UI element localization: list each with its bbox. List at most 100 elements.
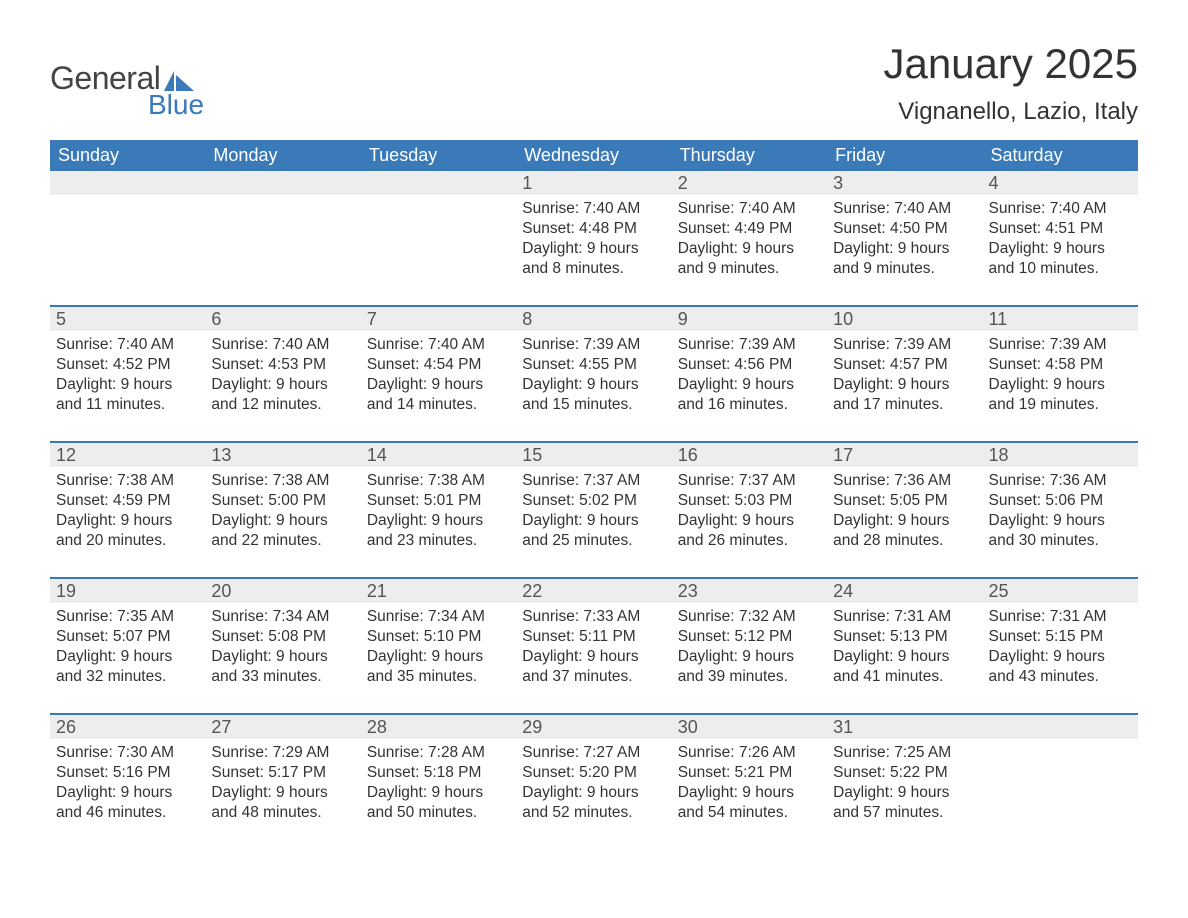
sunset-text: Sunset: 5:17 PM <box>211 763 354 783</box>
day-number <box>361 171 516 195</box>
day-content: Sunrise: 7:29 AMSunset: 5:17 PMDaylight:… <box>205 739 360 828</box>
day-number: 21 <box>361 579 516 603</box>
day-content: Sunrise: 7:39 AMSunset: 4:56 PMDaylight:… <box>672 331 827 420</box>
day-number: 17 <box>827 443 982 467</box>
daylight-text: Daylight: 9 hours and 41 minutes. <box>833 647 976 687</box>
day-content: Sunrise: 7:30 AMSunset: 5:16 PMDaylight:… <box>50 739 205 828</box>
calendar-day-cell: 11Sunrise: 7:39 AMSunset: 4:58 PMDayligh… <box>983 307 1138 437</box>
daylight-text: Daylight: 9 hours and 19 minutes. <box>989 375 1132 415</box>
day-content: Sunrise: 7:39 AMSunset: 4:55 PMDaylight:… <box>516 331 671 420</box>
day-content: Sunrise: 7:26 AMSunset: 5:21 PMDaylight:… <box>672 739 827 828</box>
day-number: 31 <box>827 715 982 739</box>
sunset-text: Sunset: 4:56 PM <box>678 355 821 375</box>
calendar-day-cell: 31Sunrise: 7:25 AMSunset: 5:22 PMDayligh… <box>827 715 982 845</box>
sunrise-text: Sunrise: 7:37 AM <box>678 471 821 491</box>
calendar-week-row: 19Sunrise: 7:35 AMSunset: 5:07 PMDayligh… <box>50 577 1138 709</box>
calendar-week-row: 12Sunrise: 7:38 AMSunset: 4:59 PMDayligh… <box>50 441 1138 573</box>
calendar-day-cell: 16Sunrise: 7:37 AMSunset: 5:03 PMDayligh… <box>672 443 827 573</box>
calendar-day-cell: 24Sunrise: 7:31 AMSunset: 5:13 PMDayligh… <box>827 579 982 709</box>
sunset-text: Sunset: 5:00 PM <box>211 491 354 511</box>
day-number: 8 <box>516 307 671 331</box>
day-content <box>205 195 360 203</box>
sunrise-text: Sunrise: 7:40 AM <box>211 335 354 355</box>
sunrise-text: Sunrise: 7:34 AM <box>211 607 354 627</box>
day-content: Sunrise: 7:40 AMSunset: 4:49 PMDaylight:… <box>672 195 827 284</box>
daylight-text: Daylight: 9 hours and 57 minutes. <box>833 783 976 823</box>
daylight-text: Daylight: 9 hours and 30 minutes. <box>989 511 1132 551</box>
day-content: Sunrise: 7:34 AMSunset: 5:08 PMDaylight:… <box>205 603 360 692</box>
day-number: 10 <box>827 307 982 331</box>
day-content: Sunrise: 7:40 AMSunset: 4:50 PMDaylight:… <box>827 195 982 284</box>
sunrise-text: Sunrise: 7:30 AM <box>56 743 199 763</box>
sunset-text: Sunset: 4:51 PM <box>989 219 1132 239</box>
sunset-text: Sunset: 4:53 PM <box>211 355 354 375</box>
day-content: Sunrise: 7:25 AMSunset: 5:22 PMDaylight:… <box>827 739 982 828</box>
sunset-text: Sunset: 4:50 PM <box>833 219 976 239</box>
day-content: Sunrise: 7:40 AMSunset: 4:54 PMDaylight:… <box>361 331 516 420</box>
daylight-text: Daylight: 9 hours and 43 minutes. <box>989 647 1132 687</box>
day-content: Sunrise: 7:31 AMSunset: 5:15 PMDaylight:… <box>983 603 1138 692</box>
calendar-day-cell: 26Sunrise: 7:30 AMSunset: 5:16 PMDayligh… <box>50 715 205 845</box>
sunset-text: Sunset: 5:01 PM <box>367 491 510 511</box>
day-number: 22 <box>516 579 671 603</box>
calendar-day-cell: 12Sunrise: 7:38 AMSunset: 4:59 PMDayligh… <box>50 443 205 573</box>
sunset-text: Sunset: 5:22 PM <box>833 763 976 783</box>
sunset-text: Sunset: 4:49 PM <box>678 219 821 239</box>
calendar-week-row: 5Sunrise: 7:40 AMSunset: 4:52 PMDaylight… <box>50 305 1138 437</box>
day-number: 12 <box>50 443 205 467</box>
daylight-text: Daylight: 9 hours and 33 minutes. <box>211 647 354 687</box>
day-content: Sunrise: 7:40 AMSunset: 4:51 PMDaylight:… <box>983 195 1138 284</box>
daylight-text: Daylight: 9 hours and 11 minutes. <box>56 375 199 415</box>
day-content: Sunrise: 7:35 AMSunset: 5:07 PMDaylight:… <box>50 603 205 692</box>
weekday-header-row: Sunday Monday Tuesday Wednesday Thursday… <box>50 140 1138 171</box>
day-number <box>983 715 1138 739</box>
sunrise-text: Sunrise: 7:31 AM <box>989 607 1132 627</box>
sunrise-text: Sunrise: 7:35 AM <box>56 607 199 627</box>
calendar-day-cell: 25Sunrise: 7:31 AMSunset: 5:15 PMDayligh… <box>983 579 1138 709</box>
sunrise-text: Sunrise: 7:26 AM <box>678 743 821 763</box>
daylight-text: Daylight: 9 hours and 17 minutes. <box>833 375 976 415</box>
calendar-day-cell: 20Sunrise: 7:34 AMSunset: 5:08 PMDayligh… <box>205 579 360 709</box>
sunrise-text: Sunrise: 7:33 AM <box>522 607 665 627</box>
day-number: 28 <box>361 715 516 739</box>
day-content: Sunrise: 7:37 AMSunset: 5:02 PMDaylight:… <box>516 467 671 556</box>
day-content: Sunrise: 7:36 AMSunset: 5:06 PMDaylight:… <box>983 467 1138 556</box>
day-number: 1 <box>516 171 671 195</box>
day-content: Sunrise: 7:31 AMSunset: 5:13 PMDaylight:… <box>827 603 982 692</box>
calendar-day-cell: 29Sunrise: 7:27 AMSunset: 5:20 PMDayligh… <box>516 715 671 845</box>
day-number <box>205 171 360 195</box>
logo-text-general: General <box>50 60 160 97</box>
sunrise-text: Sunrise: 7:39 AM <box>989 335 1132 355</box>
calendar-day-cell: 14Sunrise: 7:38 AMSunset: 5:01 PMDayligh… <box>361 443 516 573</box>
day-number: 11 <box>983 307 1138 331</box>
day-content: Sunrise: 7:38 AMSunset: 5:00 PMDaylight:… <box>205 467 360 556</box>
day-number: 13 <box>205 443 360 467</box>
day-number: 20 <box>205 579 360 603</box>
daylight-text: Daylight: 9 hours and 20 minutes. <box>56 511 199 551</box>
sunset-text: Sunset: 4:59 PM <box>56 491 199 511</box>
calendar-day-cell <box>361 171 516 301</box>
weekday-header: Friday <box>827 140 982 171</box>
sunrise-text: Sunrise: 7:27 AM <box>522 743 665 763</box>
weekday-header: Saturday <box>983 140 1138 171</box>
daylight-text: Daylight: 9 hours and 46 minutes. <box>56 783 199 823</box>
sunrise-text: Sunrise: 7:40 AM <box>989 199 1132 219</box>
sunset-text: Sunset: 4:54 PM <box>367 355 510 375</box>
sunset-text: Sunset: 4:52 PM <box>56 355 199 375</box>
day-number: 19 <box>50 579 205 603</box>
calendar-day-cell: 18Sunrise: 7:36 AMSunset: 5:06 PMDayligh… <box>983 443 1138 573</box>
sunset-text: Sunset: 5:03 PM <box>678 491 821 511</box>
logo-text-blue: Blue <box>148 89 204 121</box>
calendar-day-cell: 30Sunrise: 7:26 AMSunset: 5:21 PMDayligh… <box>672 715 827 845</box>
sunset-text: Sunset: 4:48 PM <box>522 219 665 239</box>
day-content: Sunrise: 7:27 AMSunset: 5:20 PMDaylight:… <box>516 739 671 828</box>
daylight-text: Daylight: 9 hours and 39 minutes. <box>678 647 821 687</box>
calendar-day-cell <box>50 171 205 301</box>
calendar-day-cell: 10Sunrise: 7:39 AMSunset: 4:57 PMDayligh… <box>827 307 982 437</box>
daylight-text: Daylight: 9 hours and 22 minutes. <box>211 511 354 551</box>
sunset-text: Sunset: 5:18 PM <box>367 763 510 783</box>
calendar-day-cell: 17Sunrise: 7:36 AMSunset: 5:05 PMDayligh… <box>827 443 982 573</box>
sunrise-text: Sunrise: 7:40 AM <box>522 199 665 219</box>
daylight-text: Daylight: 9 hours and 35 minutes. <box>367 647 510 687</box>
day-content: Sunrise: 7:36 AMSunset: 5:05 PMDaylight:… <box>827 467 982 556</box>
